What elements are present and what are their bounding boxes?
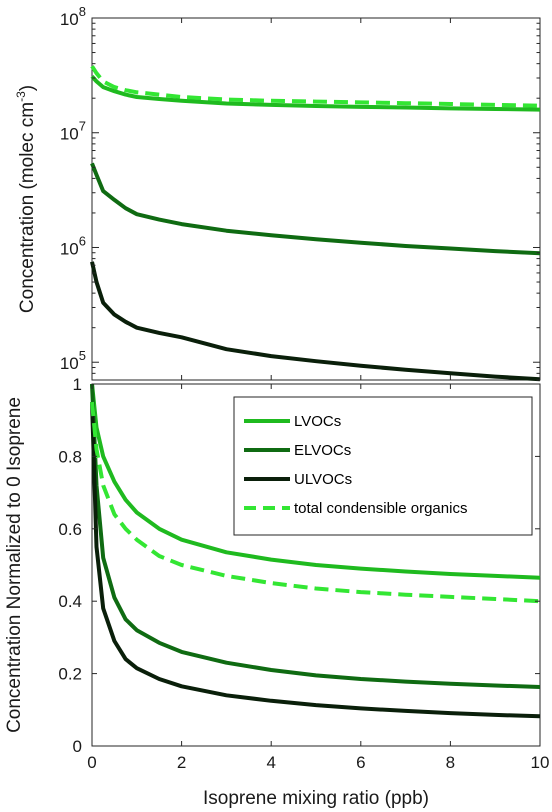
legend-label-total: total condensible organics <box>294 500 467 517</box>
y-tick-label: 0 <box>73 737 82 756</box>
bottom-panel: 0 0.2 0.4 0.6 0.8 1 0 2 4 6 8 10 LVOCs ELVOCs ULVOCs… <box>58 375 549 772</box>
y-tick-label: 106 <box>60 233 86 258</box>
top-x-ticks <box>91 18 541 380</box>
bottom-y-axis-label: Concentration Normalized to 0 Isoprene <box>4 397 25 733</box>
series-line-total <box>90 65 541 108</box>
top-panel: 105 106 107 108 <box>60 4 541 382</box>
y-tick-label: 0.8 <box>58 447 82 466</box>
x-tick-label: 4 <box>266 753 275 772</box>
legend-label-ulvocs: ULVOCs <box>294 471 352 488</box>
top-plot-frame <box>91 17 541 381</box>
series-line-ulvocs <box>90 402 541 719</box>
bottom-series-group <box>90 383 541 719</box>
x-tick-label: 0 <box>87 753 96 772</box>
y-tick-label: 107 <box>60 119 86 144</box>
bottom-plot-frame <box>91 383 541 747</box>
top-y-axis-label: Concentration (molec cm-3) <box>14 85 38 313</box>
series-line-lvocs <box>90 383 541 580</box>
legend-label-lvocs: LVOCs <box>294 413 341 430</box>
top-y-ticks: 105 106 107 108 <box>60 4 540 381</box>
x-tick-label: 10 <box>531 753 550 772</box>
y-tick-label: 0.2 <box>58 665 82 684</box>
legend-label-elvocs: ELVOCs <box>294 442 351 459</box>
y-tick-label: 0.6 <box>58 520 82 539</box>
x-axis-label: Isoprene mixing ratio (ppb) <box>203 788 429 809</box>
series-line-total <box>90 401 541 604</box>
y-tick-label: 1 <box>73 375 82 394</box>
x-tick-label: 8 <box>446 753 455 772</box>
legend: LVOCs ELVOCs ULVOCs total condensible organ… <box>233 396 533 536</box>
top-series-group <box>90 65 541 382</box>
bottom-x-ticks: 0 2 4 6 8 10 <box>87 384 549 772</box>
y-tick-label: 0.4 <box>58 592 82 611</box>
bottom-y-ticks: 0 0.2 0.4 0.6 0.8 1 <box>58 375 540 756</box>
x-tick-label: 6 <box>356 753 365 772</box>
series-line-lvocs <box>90 75 541 112</box>
y-tick-label: 105 <box>60 348 86 373</box>
y-tick-label: 108 <box>60 4 86 29</box>
x-tick-label: 2 <box>177 753 186 772</box>
series-line-ulvocs <box>90 261 541 382</box>
series-line-elvocs <box>90 383 541 689</box>
series-line-elvocs <box>90 162 541 256</box>
